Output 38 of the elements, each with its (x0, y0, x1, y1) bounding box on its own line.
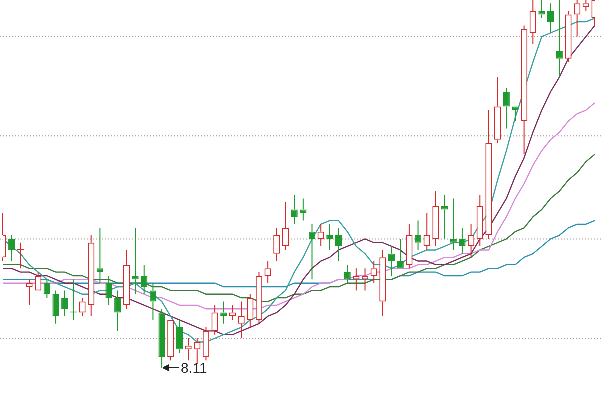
annotation: 8.11 (181, 360, 208, 376)
candlestick (344, 264, 351, 284)
candlestick (486, 110, 492, 240)
candlestick (441, 194, 448, 240)
candlestick (168, 320, 174, 362)
candlestick (432, 190, 440, 248)
candlestick (582, 0, 590, 12)
candlestick (388, 246, 396, 276)
candlestick (503, 88, 510, 130)
candlestick (565, 10, 572, 64)
candlestick (247, 294, 254, 328)
candlestick (132, 228, 139, 295)
candlestick (176, 320, 184, 354)
candlestick (96, 228, 104, 284)
candlestick (291, 194, 298, 225)
candlestick (52, 290, 60, 324)
candlestick (380, 250, 386, 317)
candlestick (106, 276, 112, 306)
candlestick (26, 279, 33, 306)
candlestick (35, 272, 42, 291)
candlestick (476, 194, 484, 248)
candlestick (202, 327, 210, 362)
candlestick (114, 290, 122, 332)
candlestick (274, 228, 280, 262)
candlestick (494, 76, 502, 144)
candlestick (450, 198, 457, 251)
candlestick (521, 25, 528, 156)
candlestick (282, 202, 290, 251)
candlestick (397, 238, 404, 269)
candlestick (538, 0, 546, 19)
candlestick (212, 304, 218, 336)
candlestick (158, 308, 166, 368)
candlestick (406, 224, 413, 270)
candlestick (185, 338, 192, 362)
candlestick (123, 250, 130, 310)
candlestick (256, 272, 263, 324)
candlestick (530, 0, 536, 45)
candlestick (88, 235, 95, 317)
